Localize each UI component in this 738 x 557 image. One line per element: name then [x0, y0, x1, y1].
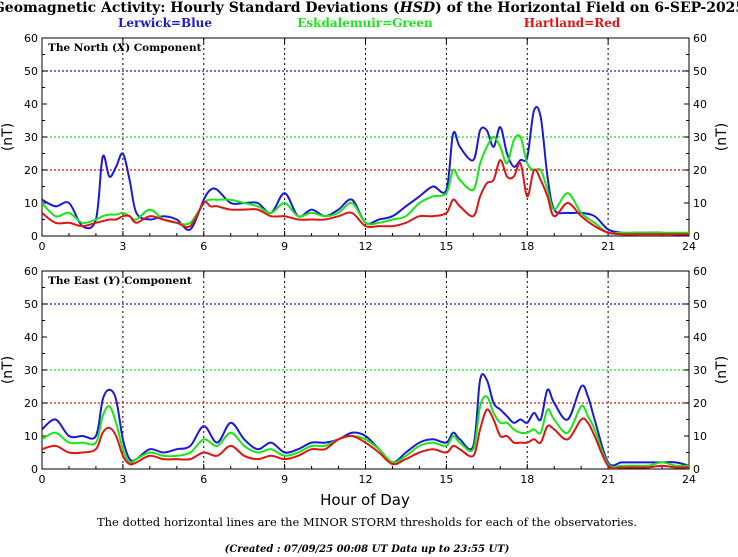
x-tick-label: 9 — [281, 240, 288, 253]
x-tick-label: 18 — [520, 473, 534, 486]
x-tick-label: 12 — [359, 473, 373, 486]
x-tick-label: 24 — [682, 240, 696, 253]
x-tick-label: 6 — [200, 473, 207, 486]
panel-title-post: ) Component — [115, 275, 191, 287]
y-tick-label-right: 50 — [693, 65, 707, 78]
x-tick-label: 0 — [39, 473, 46, 486]
y-axis-label-right: (nT) — [714, 123, 730, 151]
y-tick-label-right: 10 — [693, 197, 707, 210]
panel-title-pre: The North ( — [48, 42, 117, 54]
chart-title-rest: ) of the Horizontal Field on 6-SEP-2025 — [435, 0, 738, 16]
y-tick-label-right: 20 — [693, 164, 707, 177]
footnote: The dotted horizontal lines are the MINO… — [97, 515, 637, 529]
y-axis-label-right: (nT) — [714, 356, 730, 384]
y-tick-label-right: 0 — [693, 230, 700, 243]
x-tick-label: 15 — [439, 473, 453, 486]
x-tick-label: 6 — [200, 240, 207, 253]
panel-title-axis: X — [116, 42, 126, 54]
y-tick-label-right: 0 — [693, 463, 700, 476]
y-tick-label-left: 50 — [24, 298, 38, 311]
y-tick-label-right: 60 — [693, 265, 707, 278]
y-tick-label-left: 20 — [24, 164, 38, 177]
legend-hartland: Hartland=Red — [524, 16, 621, 30]
panel-title-post: ) Component — [125, 42, 201, 54]
y-tick-label-right: 40 — [693, 331, 707, 344]
x-tick-label: 15 — [439, 240, 453, 253]
panel-title-axis: Y — [108, 275, 117, 287]
y-tick-label-right: 20 — [693, 397, 707, 410]
y-tick-label-left: 30 — [24, 131, 38, 144]
chart-title-hsd: HSD — [399, 0, 436, 16]
panel-title-pre: The East ( — [48, 275, 108, 287]
series-line-hartland — [42, 408, 689, 469]
y-tick-label-left: 30 — [24, 364, 38, 377]
x-axis-label: Hour of Day — [320, 491, 410, 509]
y-tick-label-right: 40 — [693, 98, 707, 111]
y-tick-label-left: 10 — [24, 430, 38, 443]
x-tick-label: 3 — [119, 473, 126, 486]
y-axis-label-left: (nT) — [0, 356, 16, 384]
x-tick-label: 0 — [39, 240, 46, 253]
y-tick-label-right: 60 — [693, 32, 707, 45]
y-tick-label-right: 30 — [693, 131, 707, 144]
y-tick-label-right: 10 — [693, 430, 707, 443]
y-tick-label-left: 60 — [24, 265, 38, 278]
y-tick-label-left: 40 — [24, 98, 38, 111]
y-tick-label-right: 30 — [693, 364, 707, 377]
y-tick-label-right: 50 — [693, 298, 707, 311]
panel-title: The North (X) Component — [48, 42, 202, 54]
series-line-eskdalemuir — [42, 134, 689, 235]
chart-title-main: Geomagnetic Activity: Hourly Standard De… — [0, 0, 400, 16]
x-tick-label: 21 — [601, 473, 615, 486]
y-tick-label-left: 40 — [24, 331, 38, 344]
y-tick-label-left: 20 — [24, 397, 38, 410]
x-tick-label: 24 — [682, 473, 696, 486]
y-axis-label-left: (nT) — [0, 123, 16, 151]
legend-eskdalemuir: Eskdalemuir=Green — [297, 16, 433, 30]
y-tick-label-left: 0 — [31, 230, 38, 243]
y-tick-label-left: 50 — [24, 65, 38, 78]
x-tick-label: 12 — [359, 240, 373, 253]
series-line-lerwick — [42, 105, 689, 236]
x-tick-label: 3 — [119, 240, 126, 253]
x-tick-label: 9 — [281, 473, 288, 486]
panel-title: The East (Y) Component — [48, 275, 192, 287]
series-line-eskdalemuir — [42, 395, 689, 469]
x-tick-label: 21 — [601, 240, 615, 253]
y-tick-label-left: 10 — [24, 197, 38, 210]
created-note: (Created : 07/09/25 00:08 UT Data up to … — [225, 544, 510, 555]
series-line-hartland — [42, 159, 689, 236]
x-tick-label: 18 — [520, 240, 534, 253]
chart-title: Geomagnetic Activity: Hourly Standard De… — [0, 0, 738, 16]
y-tick-label-left: 60 — [24, 32, 38, 45]
legend-lerwick: Lerwick=Blue — [118, 16, 212, 30]
y-tick-label-left: 0 — [31, 463, 38, 476]
